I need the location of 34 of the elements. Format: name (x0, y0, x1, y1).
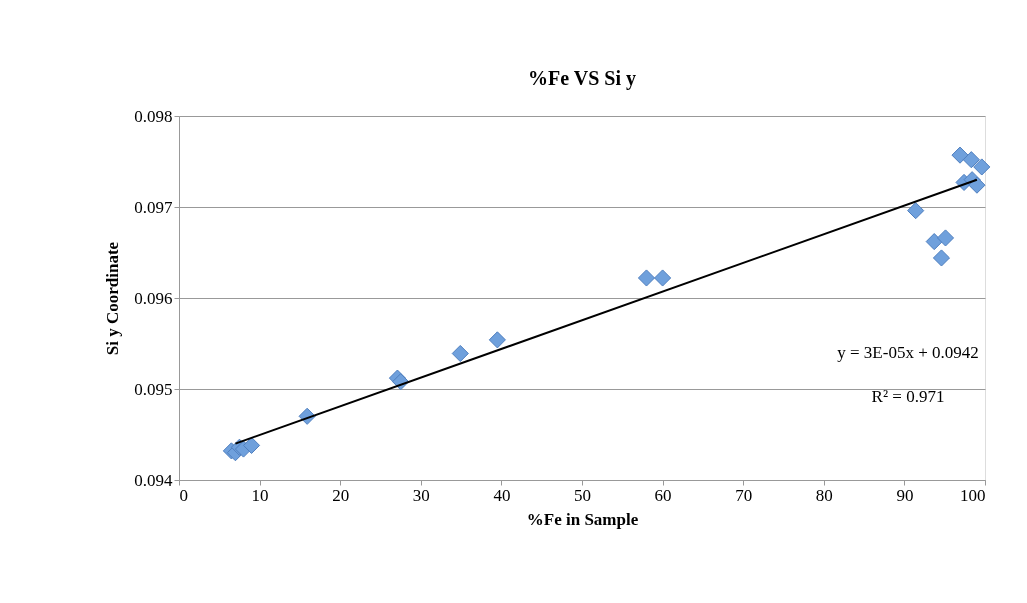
point (973, 158, 991, 176)
point (962, 151, 980, 169)
point (925, 233, 943, 251)
x-axis-title: %Fe in Sample (526, 509, 639, 529)
annotation: y = 3E-05x + 0.0942 (837, 343, 979, 362)
x-tick-label: 30 (412, 485, 430, 505)
point (637, 269, 656, 287)
point (968, 176, 986, 194)
y-axis-title: Si y Coordinate (103, 241, 123, 356)
x-tick-label: 70 (735, 485, 753, 505)
y-tick-label: 0.096 (134, 288, 173, 308)
annotation: R² = 0.971 (871, 387, 945, 406)
point (654, 269, 672, 287)
point (242, 436, 261, 454)
y-tick-label: 0.094 (134, 470, 173, 490)
point (488, 331, 506, 349)
x-tick-label: 10 (251, 485, 269, 505)
x-tick-label: 20 (332, 485, 350, 505)
point (451, 344, 469, 363)
x-tick-label: 50 (574, 485, 591, 505)
x-tick-label: 90 (896, 485, 914, 505)
chart-title: %Fe VS Si y (528, 67, 636, 90)
y-tick-label: 0.097 (134, 197, 173, 217)
point (932, 249, 951, 267)
point (936, 229, 955, 247)
x-tick-label: 40 (493, 485, 511, 505)
y-tick-label: 0.098 (134, 106, 173, 126)
x-tick-label: 60 (654, 485, 672, 505)
point (951, 146, 969, 164)
x-tick-label: 0 (179, 485, 188, 505)
x-tick-label: 100 (960, 485, 986, 505)
y-tick-label: 0.095 (134, 379, 173, 399)
point (907, 202, 925, 220)
x-tick-label: 80 (815, 485, 833, 505)
